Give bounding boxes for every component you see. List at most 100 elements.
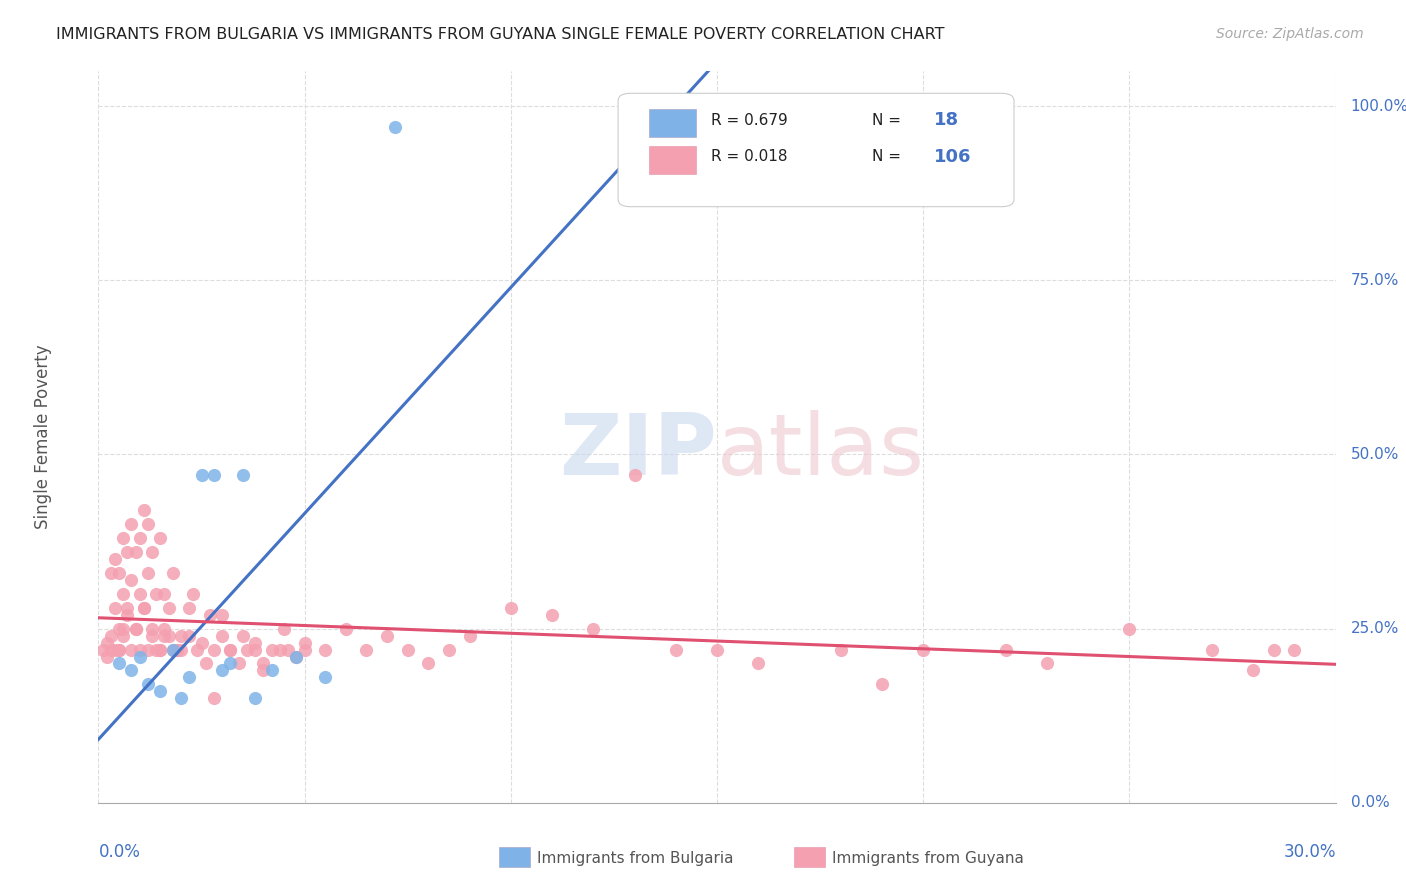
Point (120, 664, 142, 678)
Text: Immigrants from Bulgaria: Immigrants from Bulgaria (537, 851, 734, 865)
Point (243, 642, 266, 657)
Point (100, 566, 122, 580)
Point (166, 642, 188, 657)
Point (157, 600, 180, 615)
Point (128, 531, 150, 545)
Point (108, 642, 131, 657)
Point (153, 622, 176, 636)
Point (186, 642, 208, 657)
Point (141, 545, 163, 559)
Point (623, 468, 645, 483)
Point (128, 587, 150, 601)
Point (179, 629, 201, 643)
Point (100, 629, 122, 643)
Point (124, 545, 146, 559)
Point (458, 629, 481, 643)
Point (136, 566, 159, 580)
Point (117, 545, 139, 559)
Point (830, 642, 852, 657)
Text: R = 0.679: R = 0.679 (711, 113, 787, 128)
Point (170, 691, 193, 706)
Point (149, 684, 172, 698)
Point (1241, 664, 1264, 678)
Point (96, 649, 118, 664)
Point (108, 642, 131, 657)
Point (128, 649, 150, 664)
Point (170, 629, 193, 643)
Point (141, 622, 163, 636)
Point (149, 531, 172, 545)
Text: 50.0%: 50.0% (1351, 447, 1399, 462)
Point (141, 629, 163, 643)
Point (194, 657, 217, 671)
Point (149, 642, 172, 657)
Text: 18: 18 (934, 112, 959, 129)
Point (108, 566, 131, 580)
Point (120, 517, 142, 532)
Point (179, 600, 201, 615)
Point (665, 642, 688, 657)
Point (145, 642, 167, 657)
Point (149, 642, 172, 657)
Point (136, 517, 159, 532)
Point (202, 468, 225, 483)
Point (211, 629, 233, 643)
Point (190, 468, 212, 483)
Point (190, 635, 212, 649)
Point (202, 642, 225, 657)
Text: 25.0%: 25.0% (1351, 621, 1399, 636)
Point (418, 657, 440, 671)
Point (260, 664, 283, 678)
Point (108, 657, 131, 671)
Point (747, 657, 769, 671)
FancyBboxPatch shape (650, 146, 696, 174)
Point (232, 468, 254, 483)
Point (912, 642, 935, 657)
Point (202, 691, 225, 706)
Point (541, 607, 564, 622)
Point (132, 600, 155, 615)
Point (243, 635, 266, 649)
Text: Single Female Poverty: Single Female Poverty (34, 345, 52, 529)
Point (375, 629, 398, 643)
Point (294, 642, 316, 657)
Point (124, 622, 146, 636)
Point (112, 587, 135, 601)
Point (179, 670, 201, 684)
Point (104, 600, 127, 615)
Point (108, 622, 131, 636)
Point (706, 642, 728, 657)
Point (124, 622, 146, 636)
Point (243, 691, 266, 706)
Point (232, 629, 254, 643)
Point (104, 552, 127, 566)
Point (236, 642, 259, 657)
Point (1036, 657, 1059, 671)
Point (145, 587, 167, 601)
Point (396, 642, 419, 657)
Point (112, 531, 135, 545)
Point (219, 642, 242, 657)
Point (994, 642, 1017, 657)
Text: 0.0%: 0.0% (98, 843, 141, 861)
Point (162, 566, 184, 580)
Point (499, 600, 522, 615)
Point (252, 664, 274, 678)
Text: Source: ZipAtlas.com: Source: ZipAtlas.com (1216, 27, 1364, 41)
Point (112, 622, 135, 636)
Point (273, 622, 295, 636)
Point (136, 677, 159, 691)
Text: IMMIGRANTS FROM BULGARIA VS IMMIGRANTS FROM GUYANA SINGLE FEMALE POVERTY CORRELA: IMMIGRANTS FROM BULGARIA VS IMMIGRANTS F… (56, 27, 945, 42)
Point (153, 629, 176, 643)
Point (211, 607, 233, 622)
Point (96, 635, 118, 649)
Point (384, 120, 406, 134)
Point (162, 642, 184, 657)
Text: R = 0.018: R = 0.018 (711, 150, 787, 164)
Point (294, 635, 316, 649)
Point (285, 649, 308, 664)
Point (112, 629, 135, 643)
Text: N =: N = (872, 150, 901, 164)
Point (260, 642, 283, 657)
Point (100, 642, 122, 657)
